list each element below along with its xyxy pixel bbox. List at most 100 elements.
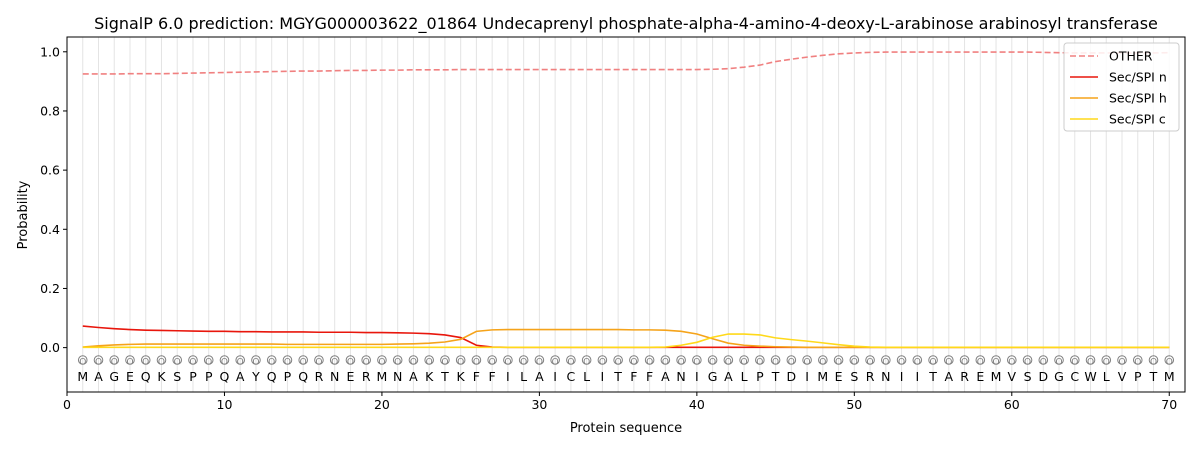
position-marker xyxy=(282,355,293,365)
position-marker xyxy=(329,355,340,365)
position-marker-label: O xyxy=(693,358,700,368)
sequence-residue: F xyxy=(646,369,653,384)
sequence-residue: P xyxy=(1134,369,1142,384)
position-marker-label: O xyxy=(268,358,275,368)
legend-label: Sec/SPI c xyxy=(1109,112,1166,127)
position-marker xyxy=(455,355,466,365)
sequence-residue: R xyxy=(362,369,371,384)
position-marker xyxy=(392,355,403,365)
x-tick-label: 30 xyxy=(531,397,547,412)
position-marker-label: O xyxy=(252,358,259,368)
position-marker xyxy=(1117,355,1127,365)
position-marker-label: O xyxy=(835,358,842,368)
position-marker xyxy=(629,355,639,365)
sequence-residue: P xyxy=(756,369,764,384)
series-layer xyxy=(82,51,1170,349)
y-tick-label: 0.2 xyxy=(40,281,60,296)
position-marker xyxy=(109,355,120,365)
plot-frame xyxy=(66,36,1186,393)
position-marker-label: O xyxy=(111,358,118,368)
sequence-residue: M xyxy=(817,369,828,384)
position-marker-label: O xyxy=(410,358,417,368)
legend-label: OTHER xyxy=(1109,49,1153,64)
sequence-residue: N xyxy=(676,369,685,384)
position-marker-label: O xyxy=(804,358,811,368)
position-marker-label: O xyxy=(630,358,637,368)
position-marker-label: O xyxy=(1166,358,1173,368)
position-marker-label: O xyxy=(709,358,716,368)
position-marker-label: O xyxy=(961,358,968,368)
sequence-residue: P xyxy=(205,369,213,384)
position-marker xyxy=(912,355,923,365)
sequence-residue: I xyxy=(900,369,904,384)
position-marker xyxy=(896,355,907,365)
position-marker xyxy=(849,355,860,365)
position-marker xyxy=(1069,355,1080,365)
position-marker xyxy=(1164,355,1175,365)
position-marker xyxy=(125,355,135,365)
position-marker xyxy=(361,355,371,365)
sequence-residue: M xyxy=(77,369,88,384)
position-marker xyxy=(707,355,718,365)
position-marker-label: O xyxy=(583,358,590,368)
position-marker-label: O xyxy=(1055,358,1062,368)
sequence-residue: Y xyxy=(251,369,260,384)
position-marker xyxy=(928,355,938,365)
sequence-residue: K xyxy=(157,369,166,384)
position-marker-label: O xyxy=(1040,358,1047,368)
position-marker-label: O xyxy=(819,358,826,368)
sequence-residue: K xyxy=(425,369,434,384)
position-marker xyxy=(93,355,104,365)
position-marker xyxy=(991,355,1001,365)
sequence-residue: L xyxy=(1103,369,1110,384)
sequence-residue: W xyxy=(1084,369,1096,384)
sequence-residue: M xyxy=(377,369,388,384)
position-marker xyxy=(1132,355,1143,365)
y-tick-label: 1.0 xyxy=(40,44,60,59)
sequence-residue: T xyxy=(1149,369,1158,384)
position-marker-label: O xyxy=(1150,358,1157,368)
position-marker-label: O xyxy=(79,358,86,368)
position-marker-label: O xyxy=(126,358,133,368)
position-marker-label: O xyxy=(504,358,511,368)
sequence-residue: N xyxy=(393,369,402,384)
position-marker xyxy=(534,355,545,365)
sequence-residue: Q xyxy=(220,369,230,384)
position-marker xyxy=(1006,355,1017,365)
position-marker-label: O xyxy=(914,358,921,368)
position-marker xyxy=(487,355,497,365)
sequence-residue: F xyxy=(473,369,480,384)
sequence-residue: N xyxy=(881,369,890,384)
x-tick-label: 20 xyxy=(374,397,390,412)
sequence-residue: I xyxy=(601,369,605,384)
sequence-residue: C xyxy=(567,369,576,384)
legend-label: Sec/SPI h xyxy=(1109,91,1167,106)
position-marker-label: O xyxy=(174,358,181,368)
position-marker xyxy=(723,355,734,365)
position-marker-label: O xyxy=(95,358,102,368)
position-marker xyxy=(1038,355,1049,365)
position-marker-label: O xyxy=(930,358,937,368)
position-marker-label: O xyxy=(867,358,874,368)
position-marker-label: O xyxy=(1103,358,1110,368)
position-marker xyxy=(739,355,749,365)
y-axis-ticks: 0.0 0.2 0.4 0.6 0.8 1.0 xyxy=(40,44,67,355)
position-marker xyxy=(550,355,560,365)
sequence-residue: G xyxy=(109,369,119,384)
sequence-residue: E xyxy=(346,369,354,384)
position-marker-label: O xyxy=(945,358,952,368)
position-marker xyxy=(518,355,529,365)
sequence-residue: C xyxy=(1070,369,1079,384)
legend-box xyxy=(1063,42,1180,132)
position-marker xyxy=(140,355,151,365)
position-marker-label: O xyxy=(1008,358,1015,368)
position-marker-label: O xyxy=(426,358,433,368)
sequence-residue: E xyxy=(126,369,134,384)
sequence-residue: T xyxy=(613,369,622,384)
chart-title: SignalP 6.0 prediction: MGYG000003622_01… xyxy=(94,14,1158,34)
sequence-residue: V xyxy=(1008,369,1017,384)
position-marker xyxy=(203,355,214,365)
legend-label: Sec/SPI n xyxy=(1109,70,1167,85)
position-marker-label: O xyxy=(205,358,212,368)
